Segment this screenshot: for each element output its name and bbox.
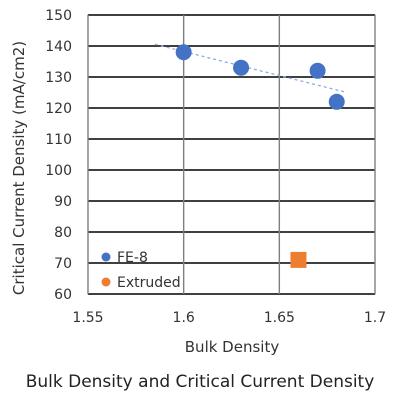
y-tick-label: 80 bbox=[54, 225, 72, 241]
y-tick-label: 140 bbox=[45, 39, 72, 55]
data-point-fe-8 bbox=[309, 62, 326, 79]
legend-label: FE-8 bbox=[117, 250, 148, 266]
x-axis-title: Bulk Density bbox=[185, 338, 280, 356]
y-tick-label: 110 bbox=[45, 132, 72, 148]
grid-lines bbox=[87, 14, 376, 295]
x-tick-label: 1.6 bbox=[173, 310, 195, 326]
legend-label: Extruded bbox=[117, 275, 181, 291]
y-tick-label: 70 bbox=[54, 256, 72, 272]
y-axis-ticks: 60 70 80 90 100 110 120 130 140 150 bbox=[45, 8, 72, 303]
legend: FE-8 Extruded bbox=[101, 250, 181, 291]
data-point-fe-8 bbox=[175, 44, 192, 61]
data-point-fe-8 bbox=[328, 93, 345, 110]
x-tick-label: 1.65 bbox=[264, 310, 295, 326]
x-axis-ticks: 1.55 1.6 1.65 1.7 bbox=[72, 310, 386, 326]
legend-marker-extruded bbox=[101, 277, 111, 287]
y-tick-label: 100 bbox=[45, 163, 72, 179]
data-point-extruded bbox=[290, 251, 307, 268]
data-points bbox=[175, 44, 345, 268]
y-tick-label: 120 bbox=[45, 101, 72, 117]
y-axis-title: Critical Current Density (mA/cm2) bbox=[10, 41, 28, 295]
x-tick-label: 1.55 bbox=[72, 310, 103, 326]
y-tick-label: 60 bbox=[54, 287, 72, 303]
y-tick-label: 130 bbox=[45, 70, 72, 86]
y-tick-label: 90 bbox=[54, 194, 72, 210]
figure-caption: Bulk Density and Critical Current Densit… bbox=[25, 372, 375, 392]
y-tick-label: 150 bbox=[45, 8, 72, 24]
data-point-fe-8 bbox=[233, 59, 250, 76]
x-tick-label: 1.7 bbox=[364, 310, 386, 326]
legend-marker-fe-8 bbox=[101, 252, 111, 262]
